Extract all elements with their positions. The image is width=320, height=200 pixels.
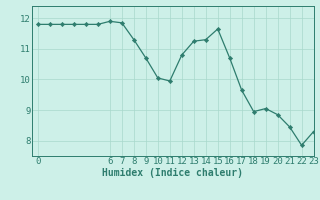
X-axis label: Humidex (Indice chaleur): Humidex (Indice chaleur) xyxy=(102,168,243,178)
